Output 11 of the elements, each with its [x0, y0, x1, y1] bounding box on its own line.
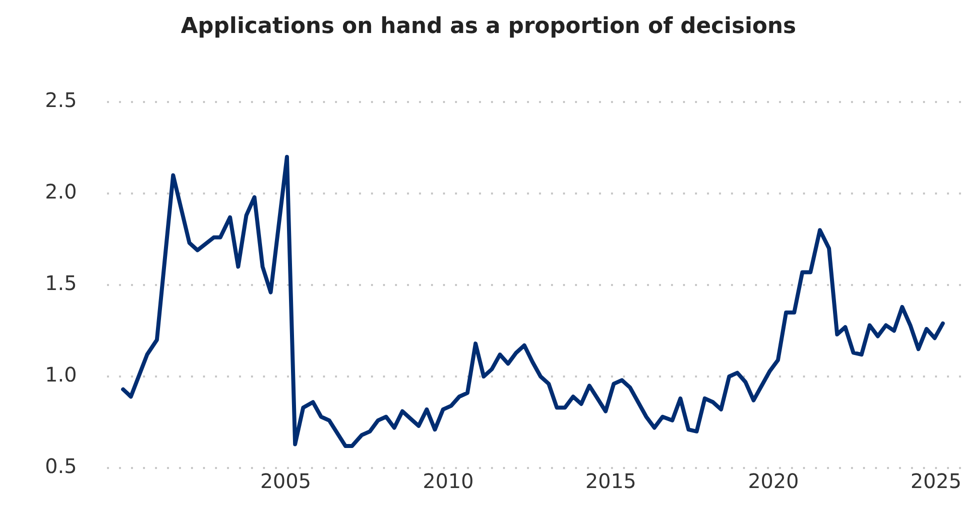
chart-title: Applications on hand as a proportion of decisions [180, 14, 798, 39]
y-tick-label: 2.5 [44, 88, 77, 112]
x-tick-label: 2025 [910, 469, 962, 494]
y-tick-label: 2.0 [44, 180, 77, 204]
x-tick-label: 2020 [748, 469, 799, 494]
x-tick-label: 2005 [260, 469, 312, 494]
y-tick-label: 0.5 [44, 454, 77, 478]
x-tick-label: 2010 [422, 469, 474, 494]
y-tick-label: 1.5 [44, 271, 77, 296]
x-tick-label: 2015 [585, 469, 636, 494]
y-tick-label: 1.0 [44, 362, 77, 387]
